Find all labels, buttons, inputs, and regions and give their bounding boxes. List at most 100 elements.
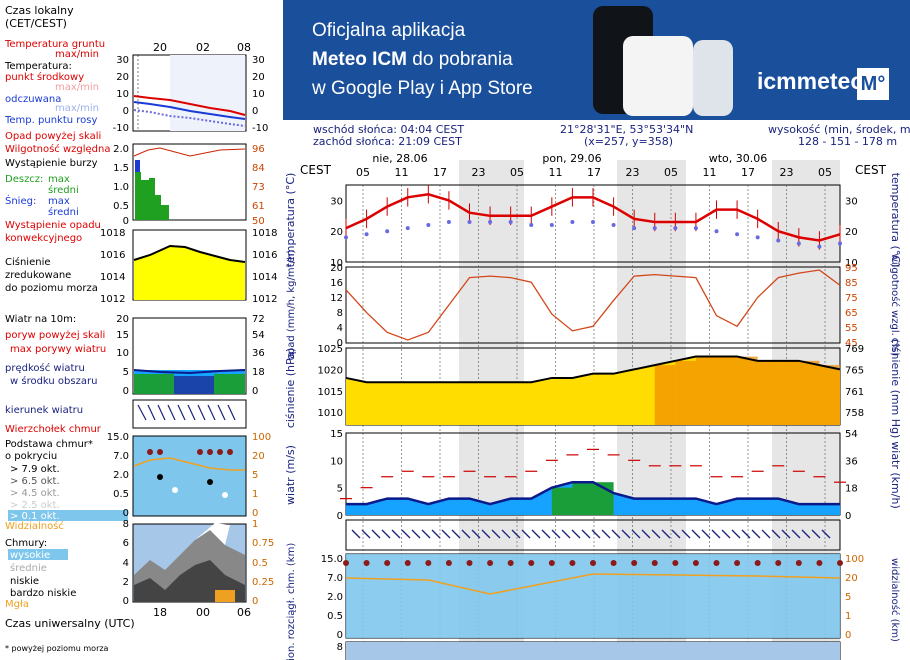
tick: 18 (252, 367, 265, 378)
tick: 30 (845, 196, 858, 207)
wind-arrow (821, 529, 831, 539)
tick: 73 (252, 182, 265, 193)
tick: 1.0 (113, 182, 129, 193)
tick: 1018 (100, 228, 125, 239)
day-label: wto, 30.06 (709, 152, 768, 165)
tick: 72 (252, 314, 265, 325)
tick: 0 (337, 338, 343, 349)
tick: 2.0 (113, 470, 129, 481)
tick: 20 (845, 227, 858, 238)
wind-arrow (351, 529, 361, 539)
wind-arrow (661, 529, 671, 539)
tick: 20 (845, 573, 858, 584)
wind-arrow (791, 529, 801, 539)
wind-arrow (391, 529, 401, 539)
wind-arrow (401, 529, 411, 539)
temp-axis-right: temperatura (°C) (889, 173, 902, 268)
tick: 20 (330, 263, 343, 274)
tick: 1016 (252, 250, 277, 261)
tick: 761 (845, 387, 864, 398)
wind-arrow (501, 529, 511, 539)
legend-pressure-3: do poziomu morza (5, 283, 98, 294)
legend-okt-01: > 0.1 okt. (10, 511, 60, 522)
legend-bottom-hour: 00 (196, 606, 210, 619)
pressure-high-shade (737, 356, 758, 425)
legend-rain: Deszcz: (5, 174, 43, 185)
wind-arrow (621, 529, 631, 539)
legend-clouds-high: wysokie (10, 550, 50, 561)
legend-dew: Temp. punktu rosy (4, 115, 97, 126)
wind-arrow (381, 529, 391, 539)
dew-point (529, 223, 534, 228)
legend-svg: Czas lokalny (CET/CEST) 20 02 08 Tempera… (4, 4, 277, 653)
wind-arrow (811, 529, 821, 539)
legend-clouds-verylow: bardzo niskie (10, 588, 76, 599)
panel-frame (345, 266, 841, 344)
wind-arrow (761, 529, 771, 539)
legend-cloud-top: Wierzchołek chmur (5, 424, 102, 435)
tick: 1018 (252, 228, 277, 239)
cloud-axis-right: widzialność (km) (889, 558, 901, 642)
legend-wind-gust-over: poryw powyżej skali (5, 330, 105, 341)
cloud-top-dot (713, 560, 720, 566)
tick: 15.0 (107, 432, 129, 443)
wind-arrow (671, 529, 681, 539)
tick: 10 (845, 258, 858, 269)
hour-label: 11 (395, 166, 409, 179)
hour-label: 11 (703, 166, 717, 179)
dew-point (714, 229, 719, 234)
wind-line (346, 480, 840, 506)
dew-point (693, 226, 698, 231)
wind-arrow (411, 529, 421, 539)
tick: 0 (252, 106, 258, 117)
legend-occurrence-2: konwekcyjnego (5, 233, 82, 244)
tz-right: CEST (855, 163, 887, 177)
phone-image (693, 40, 733, 116)
legend-wind-speed-1: prędkość wiatru (5, 362, 85, 374)
dew-point (488, 219, 493, 224)
tick: 5 (123, 367, 129, 378)
dew-point (776, 238, 781, 243)
hour-label: 05 (356, 166, 370, 179)
tick: 54 (252, 330, 265, 341)
legend-clouds-low: niskie (10, 576, 39, 587)
wind-arrow (731, 529, 741, 539)
wind-arrow (511, 529, 521, 539)
tick: 6 (123, 538, 129, 549)
tick: 1012 (100, 294, 125, 305)
cloud-top-dot (672, 560, 679, 566)
legend-bottom-hour: 06 (237, 606, 251, 619)
cloud-top-dot (363, 560, 370, 566)
tick: 0 (845, 630, 851, 641)
dew-point (467, 219, 472, 224)
tick: 50 (252, 216, 265, 227)
banner-app-name: Meteo ICM (312, 49, 407, 70)
legend-snow-max: max (48, 196, 70, 207)
tick: 10 (330, 258, 343, 269)
wind-arrow (581, 529, 591, 539)
tick: 1012 (252, 294, 277, 305)
tick: 0.5 (113, 201, 129, 212)
promo-banner[interactable]: Oficjalna aplikacja Meteo ICM do pobrani… (283, 0, 910, 120)
tick: 30 (252, 55, 265, 66)
cloud-top-dot (795, 560, 802, 566)
dew-point (344, 235, 348, 240)
cloud-axis-left: pion. rozciągł. chm. (km) (286, 543, 297, 660)
wind-arrow (801, 529, 811, 539)
tick: 20 (252, 72, 265, 83)
hour-label: 23 (780, 166, 794, 179)
tick: 85 (845, 278, 858, 289)
legend-temp-maxmin: max/min (55, 82, 99, 93)
legend-clouds-mid: średnie (10, 562, 47, 574)
legend-precip-left-ticks: 2.0 1.5 1.0 0.5 0 (113, 144, 129, 227)
tick: 15.0 (321, 554, 343, 565)
wind-arrow (741, 529, 751, 539)
humidity-line (345, 269, 841, 341)
tick: 96 (252, 144, 265, 155)
icmmeteo-logo-mark: M° (857, 68, 889, 100)
wind-axis-left: wiatr (m/s) (284, 445, 297, 505)
legend-temp-title: Temperatura: (4, 61, 72, 72)
visibility-line (345, 573, 841, 595)
legend-clouds-title: Chmury: (5, 538, 47, 549)
legend-feels-maxmin: max/min (55, 103, 99, 114)
